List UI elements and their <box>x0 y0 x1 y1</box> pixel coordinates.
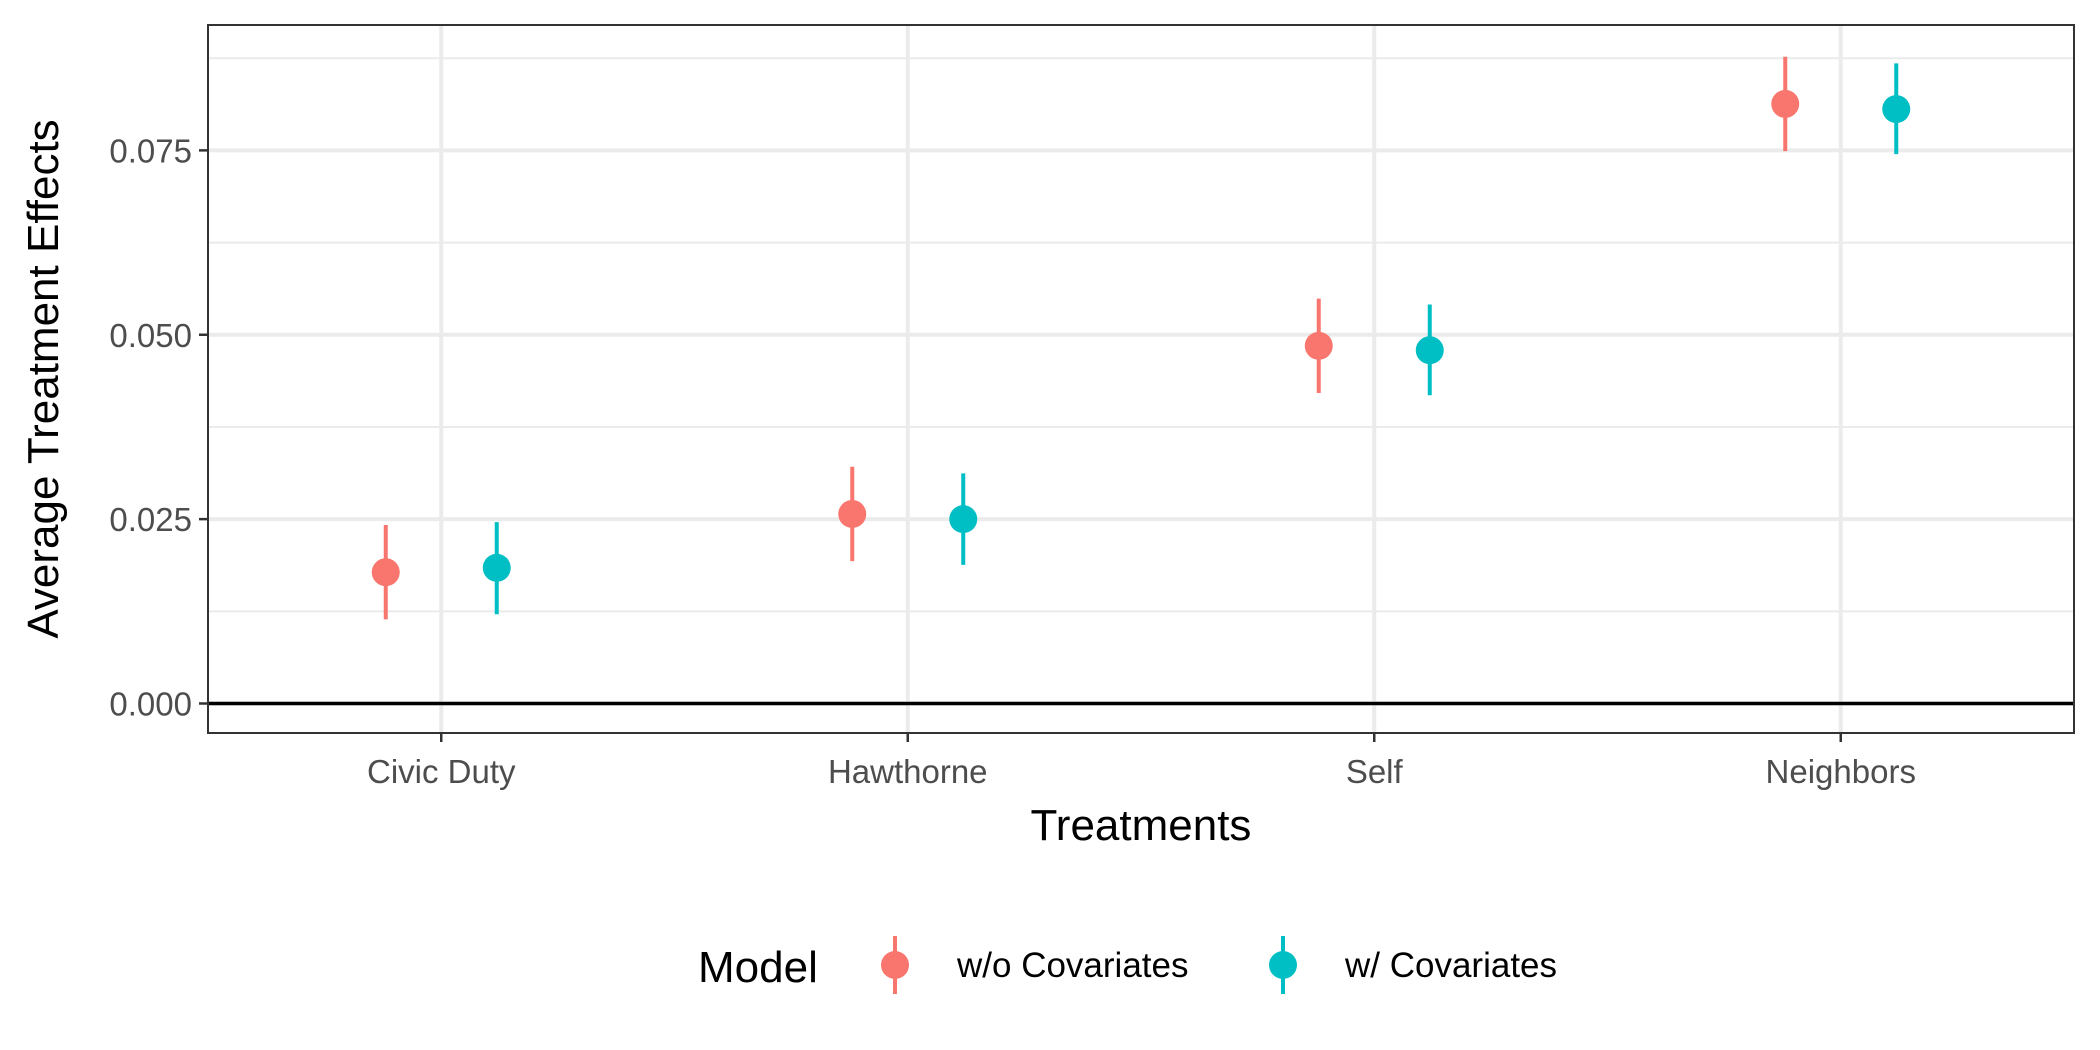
y-tick-label: 0.025 <box>109 501 192 538</box>
y-tick-label: 0.050 <box>109 317 192 354</box>
plot-panel <box>208 25 2074 733</box>
data-point <box>838 499 867 528</box>
plot-border <box>207 24 2075 734</box>
y-axis: 0.000 0.025 0.050 0.075 <box>109 132 208 723</box>
x-tick-label: Self <box>1346 753 1404 790</box>
x-tick-label: Neighbors <box>1766 753 1916 790</box>
data-point <box>1415 336 1444 365</box>
minor-gridlines <box>208 57 2074 613</box>
y-axis-title: Average Treatment Effects <box>19 119 68 638</box>
legend: Model w/o Covariates w/ Covariates <box>698 936 1557 994</box>
legend-label: w/ Covariates <box>1344 946 1557 985</box>
data-point <box>482 553 511 582</box>
legend-key-point <box>881 951 909 979</box>
data-point <box>949 505 978 534</box>
data-point <box>1771 89 1800 118</box>
data-marks <box>371 56 1911 620</box>
x-axis: Civic Duty Hawthorne Self Neighbors <box>367 733 1916 790</box>
y-tick-label: 0.000 <box>109 686 192 723</box>
data-point <box>1882 95 1911 124</box>
x-axis-title: Treatments <box>1031 801 1252 850</box>
legend-title: Model <box>698 943 818 992</box>
data-point <box>1304 331 1333 360</box>
x-tick-label: Hawthorne <box>828 753 988 790</box>
y-tick-label: 0.075 <box>109 132 192 169</box>
x-tick-label: Civic Duty <box>367 753 516 790</box>
legend-label: w/o Covariates <box>956 946 1188 985</box>
data-point <box>371 558 400 587</box>
legend-key-point <box>1269 951 1297 979</box>
